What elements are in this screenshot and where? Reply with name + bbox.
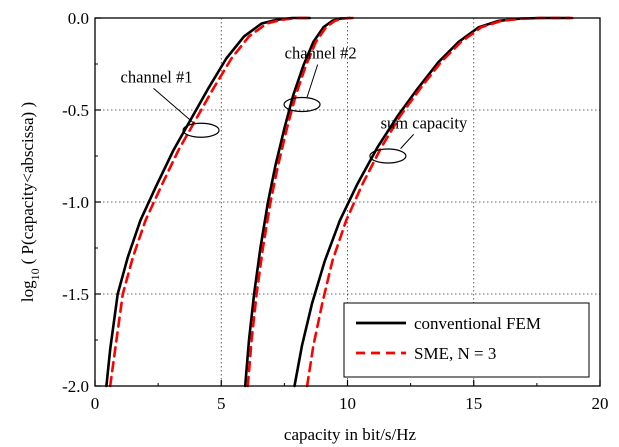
tick-label-y: -1.0 xyxy=(62,193,89,212)
tick-label-x: 0 xyxy=(91,394,100,413)
annotation-layer: channel #1 channel #2 sum capacity xyxy=(121,43,468,164)
annotation-leader xyxy=(153,88,194,124)
tick-labels: 0 5 10 15 20 0.0 -0.5 -1.0 -1.5 -2.0 xyxy=(62,9,608,413)
series-layer xyxy=(105,16,574,388)
annotation-label: channel #1 xyxy=(121,67,193,86)
annotation-ellipse xyxy=(369,148,407,164)
legend-label-fem: conventional FEM xyxy=(414,314,541,333)
series-line-fem-channel-2 xyxy=(243,16,352,388)
tick-label-x: 5 xyxy=(217,394,226,413)
series-line-sme-channel-1 xyxy=(108,16,314,388)
tick-label-y: -0.5 xyxy=(62,101,89,120)
annotation-leader xyxy=(400,134,414,149)
y-axis-title-suffix: ( P(capacity<abscissa) ) xyxy=(18,102,37,265)
x-axis-title: capacity in bit/s/Hz xyxy=(284,425,417,444)
tick-label-y: -2.0 xyxy=(62,377,89,396)
annotation-label: sum capacity xyxy=(381,113,468,132)
annotation-ellipse xyxy=(182,122,220,138)
tick-label-x: 10 xyxy=(339,394,356,413)
annotation-leader xyxy=(306,64,319,98)
series-line-sme-sum-capacity xyxy=(305,16,574,388)
y-axis-title-subscript: 10 xyxy=(28,268,42,280)
annotation-label: channel #2 xyxy=(285,43,357,62)
y-axis-title-prefix: log xyxy=(18,280,37,302)
tick-label-y: -1.5 xyxy=(62,285,89,304)
tick-label-y: 0.0 xyxy=(68,9,89,28)
legend: conventional FEM SME, N = 3 xyxy=(343,302,590,378)
tick-label-x: 15 xyxy=(465,394,482,413)
legend-label-sme: SME, N = 3 xyxy=(414,344,496,363)
y-axis-title: log10 ( P(capacity<abscissa) ) xyxy=(18,102,42,302)
annotation-ellipse xyxy=(283,96,321,113)
tick-label-x: 20 xyxy=(592,394,609,413)
ticks xyxy=(94,17,601,387)
legend-box xyxy=(343,302,590,378)
series-line-sme-channel-2 xyxy=(246,16,354,388)
